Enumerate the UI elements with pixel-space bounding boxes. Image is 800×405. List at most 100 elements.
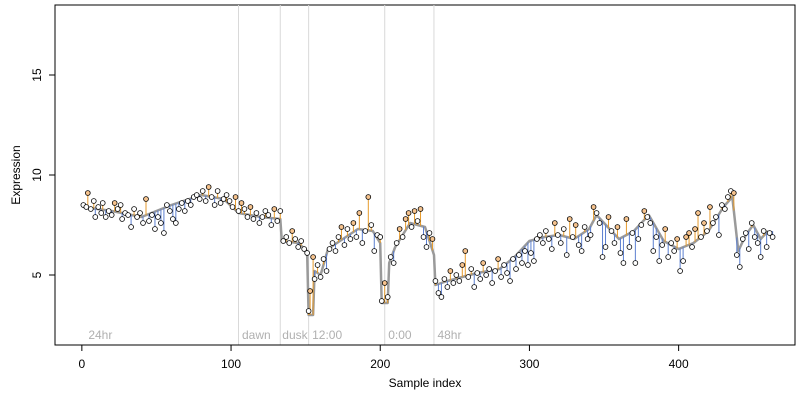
data-point xyxy=(295,244,301,250)
data-point xyxy=(208,194,215,200)
data-point xyxy=(519,260,525,266)
data-point xyxy=(653,234,660,240)
data-point xyxy=(614,224,621,230)
data-point xyxy=(164,202,170,208)
data-point xyxy=(599,254,606,260)
data-point xyxy=(575,242,582,248)
data-point xyxy=(751,234,758,240)
data-point xyxy=(262,208,269,214)
data-point xyxy=(659,242,666,248)
data-point xyxy=(90,198,97,204)
data-point xyxy=(102,214,109,220)
data-point xyxy=(125,212,131,218)
data-point xyxy=(241,206,248,212)
data-point xyxy=(581,224,588,230)
data-point xyxy=(739,236,746,242)
data-point xyxy=(447,268,454,274)
data-point xyxy=(605,214,612,220)
data-point xyxy=(371,248,378,254)
data-point xyxy=(393,240,400,246)
data-point xyxy=(238,200,245,206)
data-point xyxy=(680,258,686,264)
data-point xyxy=(304,250,310,256)
data-point xyxy=(176,206,182,212)
data-point xyxy=(596,220,603,226)
x-tick-label: 200 xyxy=(370,357,390,371)
data-point xyxy=(277,208,284,214)
data-point xyxy=(748,220,755,226)
annotation-label: 24hr xyxy=(88,328,112,342)
data-point xyxy=(167,208,173,214)
data-point xyxy=(356,210,363,216)
data-point xyxy=(377,234,384,240)
data-point xyxy=(289,228,296,234)
data-point xyxy=(83,204,90,210)
data-point xyxy=(92,214,99,220)
data-point xyxy=(531,258,537,264)
data-point xyxy=(326,246,333,252)
data-point xyxy=(504,270,510,276)
data-point xyxy=(456,278,463,284)
data-point xyxy=(432,278,439,284)
data-point xyxy=(760,228,767,234)
data-point xyxy=(528,250,534,256)
data-point xyxy=(329,240,336,246)
data-point xyxy=(253,210,260,216)
data-point xyxy=(173,220,179,226)
data-point xyxy=(199,188,206,194)
data-point xyxy=(546,236,552,242)
data-point xyxy=(471,284,478,290)
data-point xyxy=(719,202,725,208)
data-point xyxy=(474,270,481,276)
data-point xyxy=(710,220,716,226)
data-point xyxy=(95,204,102,210)
data-point xyxy=(274,218,281,224)
data-point xyxy=(638,222,645,228)
data-point xyxy=(525,262,531,268)
data-point xyxy=(441,276,448,282)
data-point xyxy=(549,246,555,252)
data-point xyxy=(411,208,418,214)
data-point xyxy=(320,256,327,262)
data-point xyxy=(298,238,304,244)
data-point xyxy=(468,266,475,272)
data-point xyxy=(99,200,106,206)
data-point xyxy=(480,260,486,266)
data-point xyxy=(223,192,230,198)
data-point xyxy=(143,196,149,202)
data-point xyxy=(235,208,242,214)
data-point xyxy=(757,254,764,260)
data-point xyxy=(704,228,710,234)
data-point xyxy=(226,198,233,204)
data-point xyxy=(423,244,430,250)
data-point xyxy=(507,278,513,284)
data-point xyxy=(381,280,388,286)
annotation-label: 48hr xyxy=(437,328,461,342)
data-point xyxy=(665,254,671,260)
data-point xyxy=(114,206,121,212)
data-point xyxy=(307,288,313,294)
y-axis-title: Expression xyxy=(9,145,23,204)
data-point xyxy=(268,222,275,228)
data-point xyxy=(489,280,495,286)
data-point xyxy=(131,206,137,212)
data-point xyxy=(686,230,692,236)
data-point xyxy=(301,246,307,252)
data-point xyxy=(205,184,212,190)
data-point xyxy=(462,248,469,254)
data-point xyxy=(656,258,663,264)
y-axis: 5 10 15 xyxy=(30,68,55,278)
annotation-label: dawn xyxy=(242,328,271,342)
data-point xyxy=(317,274,324,280)
data-point xyxy=(602,244,609,250)
data-point xyxy=(769,234,776,240)
data-point xyxy=(501,262,507,268)
data-point xyxy=(105,208,112,214)
data-point xyxy=(554,232,561,238)
data-point xyxy=(359,240,366,246)
data-point xyxy=(98,210,105,216)
data-point xyxy=(701,220,707,226)
data-point xyxy=(722,206,728,212)
data-point xyxy=(551,220,558,226)
vertical-guide-lines xyxy=(238,5,435,345)
